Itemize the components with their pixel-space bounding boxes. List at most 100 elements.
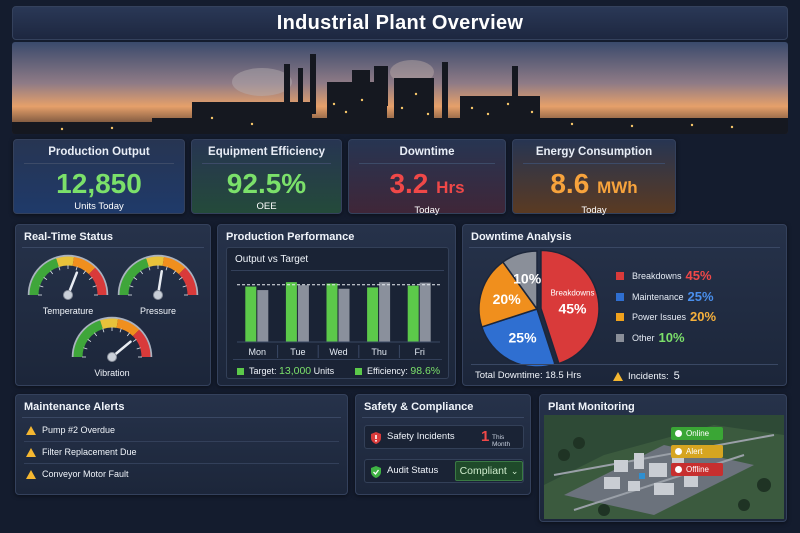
pie-slice [501,250,538,312]
alert-text: Pump #2 Overdue [42,425,116,435]
efficiency-value: 98.6% [410,365,441,377]
pie-slice-label: 10% [513,271,542,287]
offline-icon [675,466,682,473]
legend-name: Other [632,332,655,343]
vibration-gauge [71,316,153,362]
chevron-down-icon: ⌄ [510,465,519,476]
audit-status-label: Audit Status [387,465,439,476]
pie-slice [478,261,539,328]
alert-item[interactable]: Filter Replacement Due [26,447,137,457]
pie-slice-label: 25% [509,329,538,345]
bar [338,288,350,342]
bar [379,282,391,342]
bar [407,285,419,342]
efficiency-label: Efficiency: [367,366,408,376]
pie-slice-label: 20% [493,291,522,307]
total-downtime: Total Downtime: 18.5 Hrs [475,370,582,381]
gauge-hub [63,290,73,300]
status-label: Online [686,429,710,438]
section-title: Safety & Compliance [364,401,474,413]
legend-power-issues: Power Issues 20% [616,309,716,324]
legend-breakdowns: Breakdowns 45% [616,268,712,283]
gauge-label-pressure: Pressure [139,306,176,316]
gauge-band [29,258,60,296]
plant-map-image[interactable] [544,415,784,519]
efficiency-legend-swatch [355,367,362,375]
incidents-value: 5 [673,370,680,382]
safety-incidents-row[interactable]: Safety Incidents 1 This Month [364,425,524,449]
alert-item[interactable]: Pump #2 Overdue [26,425,115,435]
kpi-title: Equipment Efficiency [208,146,325,158]
output-vs-target-chart: Mon Tue Wed Thu Fri [237,282,440,358]
section-title: Plant Monitoring [548,401,635,413]
kpi-energy-consumption: Energy Consumption 8.6 MWh Today [512,139,676,216]
gauges-svg [27,254,199,362]
kpi-value: 92.5% [226,168,307,199]
status-badge-alert: Alert [671,445,723,458]
pressure-gauge [117,254,199,300]
gauge-band [116,318,140,337]
pie-slice [540,249,600,365]
audit-status-row: Audit Status Compliant ⌄ [364,459,524,483]
pie-slice-name: Breakdowns [550,288,594,297]
bar [297,285,309,342]
bar [285,282,297,342]
kpi-value: 3.2 [389,168,429,199]
alert-text: Filter Replacement Due [42,447,137,457]
warning-icon [26,447,36,457]
kpi-subtitle: Units Today [74,201,124,212]
target-unit: Units [313,366,335,376]
check-shield-icon [371,466,381,478]
legend-value: 45% [685,268,712,283]
status-badge-offline: Offline [671,463,723,476]
gauge-band [88,267,107,296]
legend-name: Maintenance [632,291,684,302]
gauge-label-vibration: Vibration [94,368,130,378]
gauge-label-temperature: Temperature [42,306,94,316]
bar [326,283,338,342]
realtime-status-panel: Real-Time Status Temperature Pressure Vi… [15,224,211,386]
alert-item[interactable]: Conveyor Motor Fault [26,469,129,479]
bar [257,290,269,342]
gauge-band [56,256,75,268]
target-label: Target: [249,366,277,376]
plant-banner-image [12,42,788,134]
section-title: Maintenance Alerts [24,401,125,413]
kpi-title: Energy Consumption [535,146,653,158]
x-tick-label: Thu [371,347,387,357]
status-label: Alert [686,447,703,456]
pie-slice-label: 45% [558,300,587,316]
safety-incidents-label: Safety Incidents [387,431,455,442]
kpi-downtime: Downtime 3.2 Hrs Today [348,139,506,216]
kpi-subtitle: Today [414,205,440,216]
x-tick-label: Fri [414,347,425,357]
downtime-analysis-panel: Downtime Analysis Breakdowns 45% 25% 20% 10%… [462,224,787,386]
gauge-hub [153,290,163,300]
legend-maintenance: Maintenance 25% [616,289,714,304]
incidents-label: Incidents: [628,370,669,382]
downtime-pie-chart: Breakdowns 45% 25% 20% 10% [478,249,600,368]
alert-icon [675,448,682,455]
online-icon [675,430,682,437]
legend-value: 20% [690,309,717,324]
kpi-value: 12,850 [56,168,142,199]
production-performance-panel: Production Performance Output vs Target … [217,224,456,386]
bar [419,282,431,342]
legend-name: Power Issues [632,311,687,322]
gauge-band [72,256,96,275]
status-badge-online: Online [671,427,723,440]
kpi-title: Downtime [399,146,455,158]
audit-status-dropdown[interactable]: Compliant ⌄ [455,461,523,481]
efficiency-legend: Efficiency: 98.6% [355,365,440,377]
legend-other: Other 10% [616,330,685,345]
gauge-band [119,258,150,296]
warning-icon [26,425,36,435]
gauge-band [162,256,186,275]
bar [367,287,379,342]
x-tick-label: Mon [249,347,267,357]
safety-incidents-value: 1 [481,428,490,445]
chart-subtitle: Output vs Target [235,254,309,265]
kpi-equipment-efficiency: Equipment Efficiency 92.5% OEE [191,139,342,214]
gauge-hub [107,352,117,362]
section-title: Real-Time Status [24,231,114,243]
